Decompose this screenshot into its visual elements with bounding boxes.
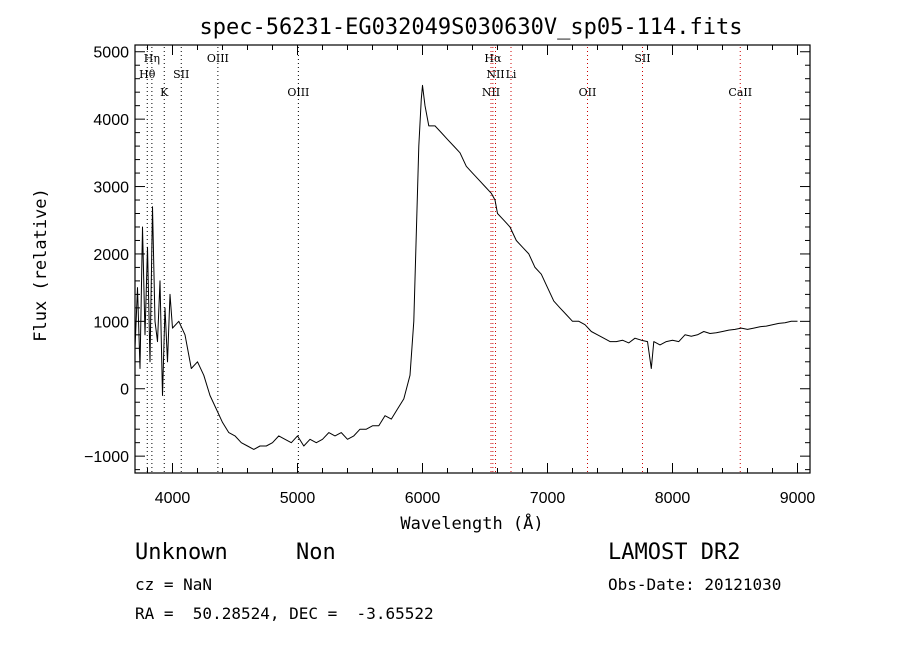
x-tick-label: 9000	[780, 490, 816, 507]
spectral-line-label: Hθ	[139, 68, 156, 81]
x-axis-label: Wavelength (Å)	[400, 512, 543, 534]
spectral-line-label: SII	[634, 52, 650, 65]
x-tick-label: 7000	[530, 490, 566, 507]
spectral-line-label: NII	[482, 86, 500, 99]
observation-date: Obs-Date: 20121030	[608, 575, 782, 594]
x-tick-label: 4000	[155, 490, 191, 507]
y-tick-label: 3000	[93, 180, 129, 197]
spectral-line-label: CaII	[728, 86, 752, 99]
spectral-line-label: NII	[486, 68, 504, 81]
x-tick-label: 8000	[655, 490, 691, 507]
object-subclass: Non	[296, 540, 336, 565]
x-tick-label: 5000	[280, 490, 316, 507]
y-tick-label: 4000	[93, 112, 129, 129]
spectral-line-label: OIII	[287, 86, 309, 99]
spectral-line-label: SII	[173, 68, 189, 81]
plot-frame	[134, 44, 811, 474]
y-tick-label: −1000	[84, 449, 129, 466]
y-tick-label: 2000	[93, 247, 129, 264]
spectral-line-label: OIII	[207, 52, 229, 65]
y-tick-label: 0	[120, 382, 129, 399]
spectrum-line-0	[134, 84, 798, 450]
spectral-line-label: K	[160, 86, 169, 99]
spectral-line-label: Li	[506, 68, 517, 81]
object-class: Unknown	[135, 540, 228, 565]
y-tick-label: 1000	[93, 314, 129, 331]
spectral-line-label: OII	[579, 86, 597, 99]
redshift-cz: cz = NaN	[135, 575, 213, 594]
y-axis-label: Flux (relative)	[31, 188, 51, 342]
x-tick-label: 6000	[405, 490, 441, 507]
spectrum-series	[134, 84, 798, 450]
spectral-line-label: Hα	[484, 52, 502, 65]
chart-title: spec-56231-EG032049S030630V_sp05-114.fit…	[199, 15, 742, 40]
y-tick-label: 5000	[93, 45, 129, 62]
x-axis: 4000 5000 6000 7000 8000 9000	[147, 45, 816, 507]
y-axis: −1000 0 1000 2000 3000 4000 5000	[84, 45, 810, 471]
survey-name: LAMOST DR2	[608, 540, 741, 565]
spectral-line-label: Hη	[144, 52, 160, 65]
coordinates: RA = 50.28524, DEC = -3.65522	[135, 604, 434, 623]
